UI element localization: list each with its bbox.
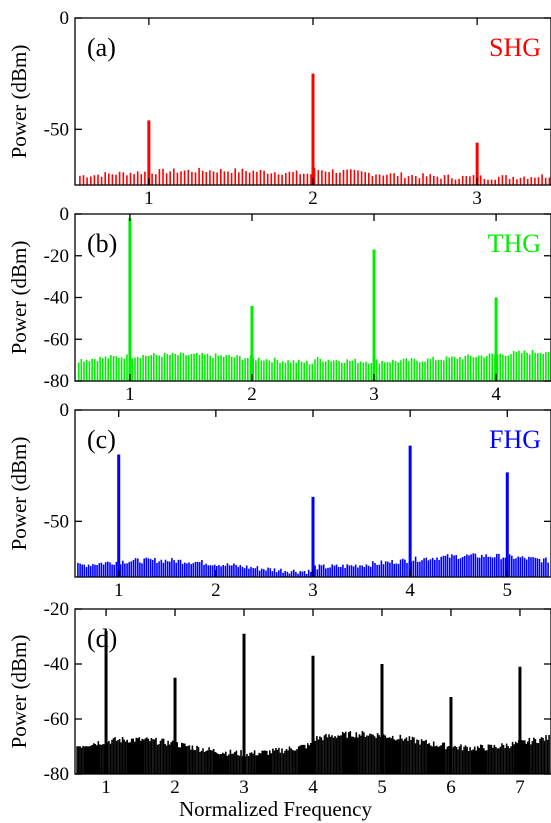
x-tick-label: 1	[101, 777, 111, 798]
y-tick-label: -50	[44, 119, 69, 140]
x-tick-label: 2	[170, 777, 180, 798]
y-tick-label: -40	[44, 654, 69, 675]
x-tick-label: 2	[211, 580, 221, 601]
y-tick-label: -60	[44, 329, 69, 350]
x-tick-label: 3	[308, 580, 318, 601]
y-tick-label: -20	[44, 599, 69, 620]
x-tick-label: 4	[405, 580, 415, 601]
x-axis-title: Normalized Frequency	[178, 797, 372, 821]
x-tick-label: 5	[503, 580, 513, 601]
y-axis-title: Power (dBm)	[7, 437, 31, 551]
harmonic-label: THG	[488, 229, 541, 258]
chart-panel-2: 1 2 3 4 0 -20 -40 -60 -80 Power (dBm) (b) THG	[7, 204, 551, 405]
x-tick-label: 4	[491, 384, 501, 405]
x-tick-label: 5	[377, 777, 387, 798]
panel-label: (a)	[87, 33, 116, 62]
y-tick-label: 0	[60, 400, 70, 421]
x-tick-label: 2	[308, 188, 318, 209]
x-tick-label: 1	[125, 384, 135, 405]
panel-label: (b)	[87, 229, 117, 258]
x-tick-label: 3	[472, 188, 482, 209]
x-tick-label: 6	[446, 777, 456, 798]
y-tick-label: -60	[44, 709, 69, 730]
noise-floor-comb	[77, 350, 550, 381]
y-tick-label: -50	[44, 511, 69, 532]
noise-floor-comb	[79, 167, 551, 185]
y-tick-label: -40	[44, 288, 69, 309]
chart-panel-4: 1 2 3 4 5 6 7 -20 -40 -60 -80 Power (dBm) (d)	[7, 599, 551, 798]
x-tick-label: 1	[144, 188, 154, 209]
chart-panel-3: 1 2 3 4 5 0 -50 Power (dBm) (c) FHG	[7, 400, 551, 601]
x-tick-label: 3	[239, 777, 249, 798]
y-tick-label: -20	[44, 246, 69, 267]
harmonic-label: SHG	[489, 33, 541, 62]
x-tick-label: 1	[114, 580, 124, 601]
y-tick-label: -80	[44, 764, 69, 785]
noise-floor-comb	[77, 553, 549, 577]
x-tick-label: 3	[369, 384, 379, 405]
harmonic-label: FHG	[489, 425, 541, 454]
y-tick-label: -80	[44, 371, 69, 392]
x-tick-label: 2	[247, 384, 257, 405]
x-tick-label: 7	[515, 777, 525, 798]
panel-label: (c)	[87, 425, 116, 454]
x-tick-label: 4	[308, 777, 318, 798]
y-axis-title: Power (dBm)	[7, 45, 31, 159]
y-axis-title: Power (dBm)	[7, 635, 31, 749]
y-tick-label: 0	[60, 8, 70, 29]
panel-label: (d)	[87, 624, 117, 653]
y-axis-title: Power (dBm)	[7, 241, 31, 355]
chart-panel-1: 1 2 3 0 -50 Power (dBm) (a) SHG	[7, 8, 551, 209]
y-tick-label: 0	[60, 204, 70, 225]
